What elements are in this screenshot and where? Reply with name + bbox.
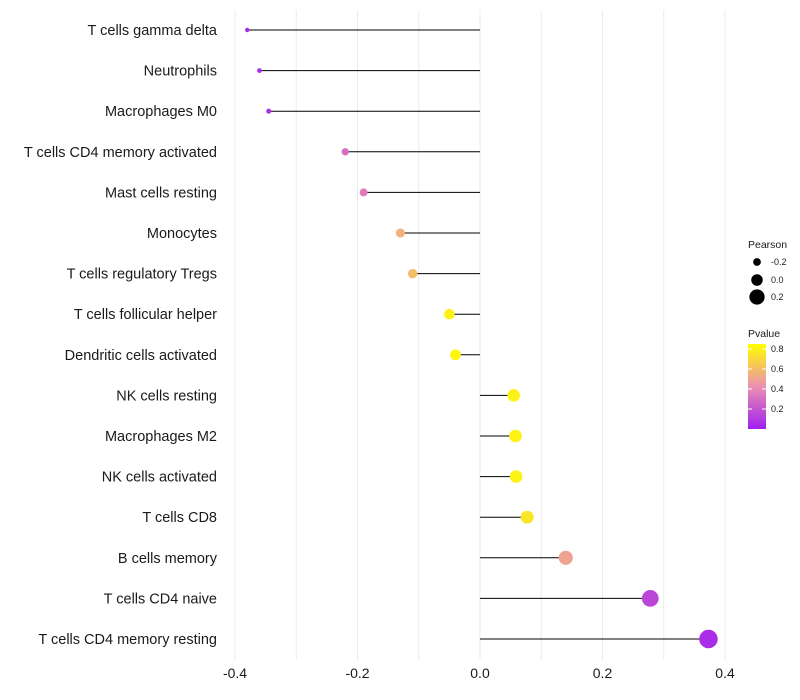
legend-size-label: -0.2 (771, 257, 787, 267)
y-tick-label: T cells CD4 naive (104, 591, 217, 607)
y-tick-label: Mast cells resting (105, 185, 217, 201)
legend-size-key (751, 274, 763, 286)
lollipop-point (558, 550, 573, 565)
x-tick-label: -0.2 (345, 665, 369, 681)
y-tick-label: Dendritic cells activated (65, 348, 217, 364)
lollipop-point (507, 389, 520, 402)
legend-color-label: 0.4 (771, 384, 784, 394)
lollipop-point (266, 108, 272, 114)
lollipop-point (509, 470, 523, 483)
lollipop-point (257, 68, 262, 73)
y-tick-label: Monocytes (147, 226, 217, 242)
legend-size-title: Pearson (748, 239, 787, 251)
lollipop-point (407, 268, 418, 279)
x-axis-ticks: -0.4 -0.2 0.0 0.2 0.4 (223, 665, 735, 681)
lollipop-point (699, 629, 718, 649)
legend-color-label: 0.8 (771, 344, 784, 354)
legend-color-title: Pvalue (748, 328, 780, 340)
legend: Pearson Pvalue -0.2 0.0 0.2 0.8 0.6 0.4 0.2 (748, 239, 787, 429)
data-series (245, 27, 718, 649)
y-tick-label: T cells CD4 memory activated (24, 145, 217, 161)
y-tick-label: T cells regulatory Tregs (67, 267, 217, 283)
lollipop-point (359, 188, 368, 197)
lollipop-point (444, 308, 455, 320)
lollipop-point (341, 148, 349, 156)
lollipop-point (395, 228, 405, 238)
y-tick-label: T cells gamma delta (88, 23, 218, 39)
y-tick-label: Neutrophils (144, 64, 217, 80)
x-tick-label: 0.0 (470, 665, 490, 681)
y-tick-label: Macrophages M0 (105, 104, 217, 120)
legend-color-label: 0.6 (771, 364, 784, 374)
x-tick-label: 0.4 (715, 665, 735, 681)
legend-size-label: 0.0 (771, 275, 784, 285)
y-axis-labels: T cells gamma delta Neutrophils Macrophage… (24, 23, 218, 648)
x-tick-label: 0.2 (593, 665, 613, 681)
grid-lines (234, 10, 726, 660)
y-tick-label: T cells CD4 memory resting (38, 632, 217, 648)
y-tick-label: NK cells resting (116, 388, 217, 404)
lollipop-point (450, 349, 461, 361)
y-tick-label: T cells CD8 (142, 510, 217, 526)
y-tick-label: NK cells activated (102, 470, 217, 486)
y-tick-label: Macrophages M2 (105, 429, 217, 445)
legend-colorbar (748, 344, 766, 429)
legend-color-label: 0.2 (771, 404, 784, 414)
legend-size-key (753, 258, 761, 266)
y-tick-label: T cells follicular helper (74, 307, 217, 323)
legend-size-label: 0.2 (771, 292, 784, 302)
lollipop-point (641, 590, 659, 607)
lollipop-point (245, 27, 250, 33)
lollipop-point (520, 510, 534, 524)
x-tick-label: -0.4 (223, 665, 247, 681)
lollipop-point (509, 429, 522, 443)
legend-size-key (749, 289, 765, 305)
y-tick-label: B cells memory (118, 551, 218, 567)
